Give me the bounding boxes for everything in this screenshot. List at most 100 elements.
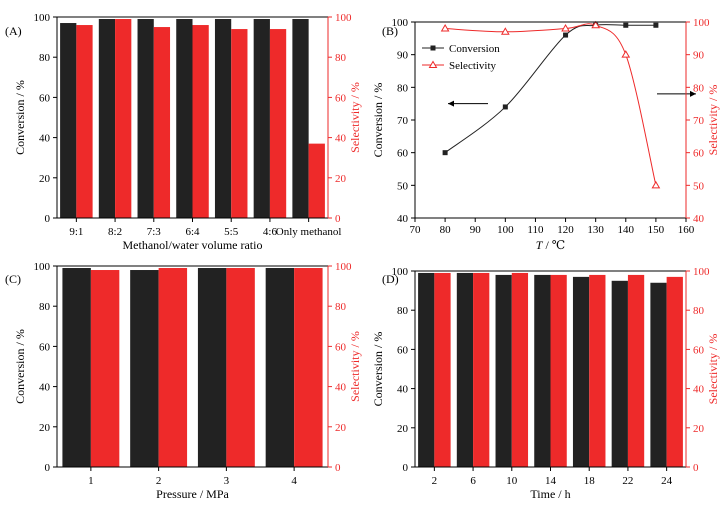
selectivity-marker [561,24,570,32]
selectivity-bar [294,268,323,467]
x-tick-label: 24 [661,475,673,487]
right-y-tick-label: 100 [693,17,710,29]
legend-conversion-label: Conversion [449,43,500,55]
left-y-tick-label: 60 [397,148,409,160]
right-y-tick-label: 100 [335,261,352,273]
left-y-axis-title: Conversion / % [371,83,385,158]
panel-label: (D) [382,272,399,286]
left-y-tick-label: 80 [39,52,51,64]
selectivity-marker [651,180,661,189]
panel-3: (C) 0 20 40 60 80 100 0 20 40 60 80 100 Conversion / … [5,261,362,501]
left-y-tick-label: 100 [34,12,51,24]
panel-4: (D) 0 20 40 60 80 100 0 20 40 60 80 100 Conversion / … [371,266,720,501]
selectivity-marker [440,24,450,32]
right-y-tick-label: 40 [693,384,705,396]
panel-1: (A) 0 20 40 60 80 100 0 20 40 60 80 100 Conversion / … [5,12,362,252]
left-y-axis-title: Conversion / % [13,329,27,404]
selectivity-bar [158,268,188,467]
left-y-tick-label: 20 [397,423,409,435]
x-axis-title-unit: / ℃ [542,238,565,252]
x-tick-label: 18 [584,475,596,487]
selectivity-bar [308,143,325,218]
right-y-tick-label: 80 [335,301,347,313]
left-y-tick-label: 100 [392,266,409,278]
x-tick-label: Only methanol [276,226,342,238]
conversion-marker [623,22,629,28]
x-tick-label: 90 [470,224,482,236]
conversion-bar [265,268,295,467]
right-y-tick-label: 60 [335,341,347,353]
right-y-tick-label: 80 [335,52,347,64]
conversion-bar [60,23,77,219]
selectivity-bar [226,268,255,467]
x-tick-label: 160 [678,224,695,236]
left-y-tick-label: 40 [39,133,51,145]
x-tick-label: 8:2 [108,226,122,238]
right-axis-arrow-head [690,90,696,97]
conversion-bar [534,274,551,467]
conversion-bar [456,272,474,467]
x-tick-label: 1 [88,475,94,487]
x-tick-label: 10 [506,475,518,487]
left-y-tick-label: 50 [397,180,409,192]
left-y-tick-label: 20 [39,422,51,434]
left-y-tick-label: 60 [39,92,51,104]
conversion-bar [418,272,435,467]
conversion-bar [62,268,91,467]
left-y-tick-label: 60 [397,344,409,356]
x-tick-label: 150 [648,224,665,236]
selectivity-bar [473,272,490,467]
left-y-tick-label: 80 [397,305,409,317]
selectivity-bar [627,274,645,467]
conversion-marker [502,104,508,110]
left-y-tick-label: 0 [45,462,51,474]
x-tick-label: 2 [432,475,438,487]
left-y-tick-label: 100 [34,261,51,273]
right-y-tick-label: 0 [693,462,699,474]
left-y-tick-label: 20 [39,173,51,185]
right-y-tick-label: 80 [693,305,705,317]
left-y-tick-label: 70 [397,115,409,127]
right-y-tick-label: 0 [335,462,341,474]
right-y-tick-label: 90 [693,50,705,62]
selectivity-marker [500,27,510,35]
left-y-tick-label: 0 [45,213,51,225]
right-y-tick-label: 100 [693,266,710,278]
right-y-axis-title: Selectivity / % [706,334,720,405]
panel-label: (B) [382,24,398,38]
x-tick-label: 9:1 [69,226,83,238]
x-tick-label: 120 [557,224,574,236]
selectivity-bar [666,276,683,467]
x-tick-label: 140 [618,224,635,236]
selectivity-bar [550,274,567,467]
right-y-tick-label: 100 [335,12,352,24]
x-axis-title: Time / h [530,487,570,501]
conversion-bar [197,268,227,467]
right-y-tick-label: 40 [335,382,347,394]
x-tick-label: 14 [545,475,557,487]
x-tick-label: 4:6 [263,226,278,238]
selectivity-bar [115,19,132,219]
x-tick-label: 22 [622,475,633,487]
panel-label: (C) [5,272,21,286]
right-y-tick-label: 80 [693,82,705,94]
conversion-bar [495,274,512,467]
left-y-tick-label: 80 [397,82,409,94]
x-tick-label: 6 [470,475,476,487]
selectivity-bar [192,25,209,218]
panel-label: (A) [5,24,22,38]
selectivity-bar [511,272,529,467]
selectivity-bar [231,29,248,219]
right-y-axis-title: Selectivity / % [348,331,362,402]
left-y-tick-label: 80 [39,301,51,313]
left-y-tick-label: 40 [397,213,409,225]
conversion-bar [650,282,667,467]
x-tick-label: 110 [527,224,544,236]
selectivity-bar [434,272,451,467]
right-y-tick-label: 60 [335,92,347,104]
selectivity-bar [76,25,93,218]
x-tick-label: 7:3 [147,226,162,238]
legend-selectivity-marker [428,60,438,68]
right-y-tick-label: 40 [693,213,705,225]
